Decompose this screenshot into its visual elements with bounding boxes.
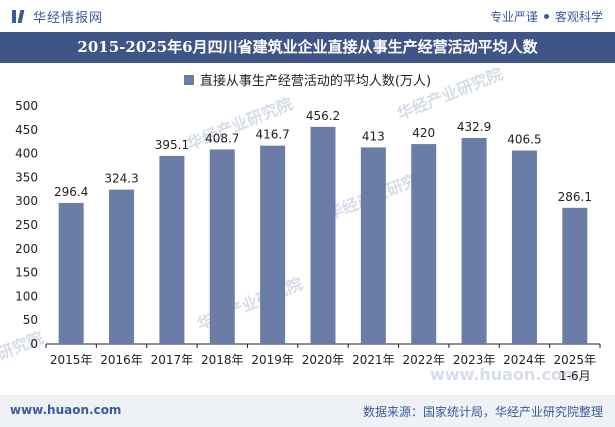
bar-value-label: 456.2 [306,109,340,123]
x-tick-label: 2025年 [554,353,597,367]
x-tick-label: 2022年 [402,353,445,367]
x-tick-label: 1-6月 [559,369,591,383]
bar [310,126,336,344]
brand-logo-icon [11,9,25,23]
y-tick-label: 0 [30,337,38,351]
chart-title: 2015-2025年6月四川省建筑业企业直接从事生产经营活动平均人数 [0,32,615,63]
bar [260,145,286,344]
bar-value-label: 296.4 [54,185,88,199]
y-tick-label: 150 [15,266,38,280]
bar [209,149,235,344]
bar-value-label: 406.5 [507,133,541,147]
bar [461,137,487,344]
y-tick-label: 300 [15,194,38,208]
footer-source: 数据来源：国家统计局，华经产业研究院整理 [362,405,603,419]
bar-value-label: 286.1 [558,190,592,204]
bar [159,155,185,344]
y-tick-label: 250 [15,218,38,232]
x-tick-label: 2021年 [352,353,395,367]
x-tick-label: 2019年 [251,353,294,367]
bar [562,207,588,344]
watermark-text: 华经产业研究院 [394,64,505,124]
legend-swatch [183,74,194,85]
brand: 华经情报网 [11,7,104,26]
tagline: 专业严谨 客观科学 [490,8,603,25]
y-tick-label: 50 [23,313,38,327]
bar [360,147,386,344]
bar-value-label: 432.9 [457,120,491,134]
x-tick-label: 2018年 [201,353,244,367]
bar-value-label: 416.7 [255,128,289,142]
footer-url[interactable]: www.huaon.com [10,403,122,417]
x-tick-label: 2020年 [302,353,345,367]
x-tick-label: 2016年 [100,353,143,367]
y-tick-label: 350 [15,170,38,184]
bar-value-label: 324.3 [104,172,138,186]
x-tick-label: 2017年 [151,353,194,367]
x-tick-label: 2023年 [453,353,496,367]
brand-name: 华经情报网 [33,10,104,26]
bar [58,202,84,344]
legend-label: 直接从事生产经营活动的平均人数(万人) [199,74,432,89]
y-tick-label: 400 [15,147,38,161]
watermark-text: www.huaon.com [430,365,579,384]
footer: www.huaon.com 数据来源：国家统计局，华经产业研究院整理 [0,395,615,427]
tagline-right: 客观科学 [554,10,603,24]
bar [511,150,537,344]
bar [411,144,437,344]
legend: 直接从事生产经营活动的平均人数(万人) [0,70,615,89]
x-tick-label: 2015年 [50,353,93,367]
dot-icon [543,14,549,19]
watermark-text: 研究院 [0,328,46,364]
bar-value-label: 395.1 [155,138,189,152]
y-tick-label: 500 [15,99,38,113]
bar [109,189,135,344]
y-tick-label: 200 [15,242,38,256]
y-tick-label: 100 [15,289,38,303]
bar-value-label: 408.7 [205,131,239,145]
x-tick-label: 2024年 [503,353,546,367]
bar-value-label: 413 [362,129,385,143]
bar-value-label: 420 [412,126,435,140]
top-bar: 华经情报网 专业严谨 客观科学 [0,0,615,32]
tagline-left: 专业严谨 [489,10,538,24]
y-tick-label: 450 [15,123,38,137]
watermark-text: 华经产业研究院 [184,94,295,154]
